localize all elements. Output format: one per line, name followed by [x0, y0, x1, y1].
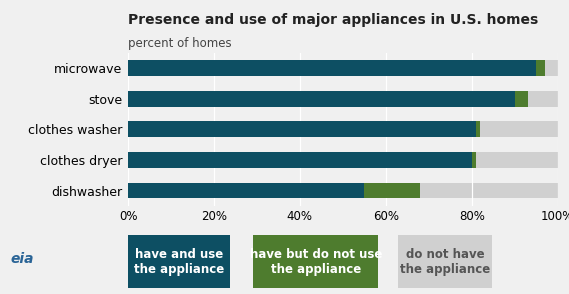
Bar — [128, 183, 558, 198]
Bar — [128, 152, 472, 168]
Bar — [128, 91, 515, 107]
Text: have but do not use
the appliance: have but do not use the appliance — [250, 248, 382, 276]
Bar — [128, 60, 536, 76]
Text: Presence and use of major appliances in U.S. homes: Presence and use of major appliances in … — [128, 13, 538, 27]
Bar — [536, 60, 545, 76]
Bar — [472, 152, 476, 168]
Text: have and use
the appliance: have and use the appliance — [134, 248, 224, 276]
Bar — [364, 183, 420, 198]
Bar — [128, 183, 364, 198]
Bar — [128, 121, 476, 137]
Bar — [128, 60, 558, 76]
Bar — [128, 121, 558, 137]
Bar — [515, 91, 527, 107]
Bar — [476, 121, 480, 137]
Text: do not have
the appliance: do not have the appliance — [400, 248, 490, 276]
Text: eia: eia — [10, 252, 34, 266]
Text: percent of homes: percent of homes — [128, 37, 232, 50]
Bar — [128, 152, 558, 168]
Bar — [128, 91, 558, 107]
